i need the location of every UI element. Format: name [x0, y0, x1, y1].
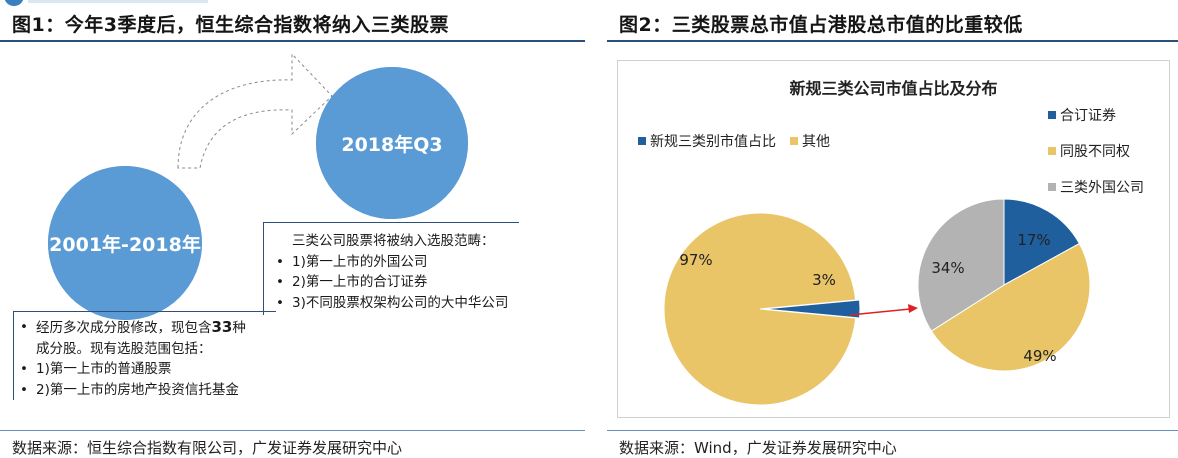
list-item: 1)第一上市的外国公司: [274, 252, 508, 273]
pie-1-slice-new-three-types: [763, 299, 861, 319]
logo-strip: [28, 0, 208, 3]
new-selection-scope-block: 三类公司股票将被纳入选股范畴： 1)第一上市的外国公司 2)第一上市的合订证券 …: [274, 231, 508, 313]
figure-1-source: 数据来源：恒生综合指数有限公司，广发证券发展研究中心: [12, 439, 403, 457]
figure-2-panel: 图2：三类股票总市值占港股总市值的比重较低 新规三类公司市值占比及分布 新规三类…: [607, 0, 1178, 458]
composition-text-cont: 成分股。现有选股范围包括：: [36, 340, 212, 357]
figure-2-source: 数据来源：Wind，广发证券发展研究中心: [619, 439, 897, 457]
legend-label: 合订证券: [1060, 108, 1116, 124]
pie-2-slice-stapled-securities: [1003, 198, 1081, 286]
legend-right-item: 合订证券: [1048, 105, 1116, 125]
list-item: 2)第一上市的房地产投资信托基金: [18, 380, 246, 401]
legend-swatch-blue: [638, 137, 646, 145]
figure-1-panel: 图1：今年3季度后，恒生综合指数将纳入三类股票 2001年-2018年 2018…: [0, 0, 585, 458]
chart-title: 新规三类公司市值占比及分布: [789, 79, 998, 98]
legend-swatch-gray: [1048, 183, 1056, 191]
legend-right-item: 三类外国公司: [1048, 177, 1144, 197]
circle-2001-2018: 2001年-2018年: [48, 166, 202, 320]
composition-text: 经历多次成分股修改，现包含: [36, 320, 212, 336]
legend-swatch-yellow: [1048, 147, 1056, 155]
legend-swatch-yellow: [790, 137, 798, 145]
legend-label: 其他: [802, 134, 830, 150]
pie-1-label-97pct: 97%: [679, 251, 712, 269]
circle-2001-2018-label: 2001年-2018年: [49, 233, 201, 256]
header-logo-strip: [0, 0, 210, 6]
connector-arrow-line: [849, 308, 911, 316]
circle-2018-q3: 2018年Q3: [316, 67, 468, 219]
pie-chart-frame: 新规三类公司市值占比及分布 新规三类别市值占比 其他 合订证券 同股不同权 三类…: [617, 60, 1170, 418]
dashed-curved-arrow-icon: [177, 52, 333, 169]
bracket-2018-q3: [263, 222, 519, 315]
figure-2-source-rule: [607, 430, 1178, 431]
composition-unit: 种: [232, 320, 246, 336]
pie-charts: 3% 97% 17% 49% 34%: [663, 198, 1091, 406]
pie-2-label: 34%: [931, 259, 964, 277]
pie-2-slice-weighted-voting: [930, 242, 1091, 372]
list-item: 1)第一上市的普通股票: [18, 359, 246, 380]
connector-arrow-head-icon: [908, 304, 918, 313]
circle-2018-q3-label: 2018年Q3: [341, 133, 443, 156]
figure-1-title-rule: [0, 40, 585, 42]
legend-label: 同股不同权: [1060, 144, 1130, 160]
pie-1-slice-other: [663, 212, 857, 406]
figure-2-title: 图2：三类股票总市值占港股总市值的比重较低: [619, 14, 1023, 36]
bracket-2001-2018: [13, 311, 276, 400]
figure-2-title-rule: [607, 40, 1178, 42]
pie-1-label-3pct: 3%: [812, 271, 836, 289]
legend-label: 三类外国公司: [1060, 180, 1144, 196]
new-selection-scope-intro: 三类公司股票将被纳入选股范畴：: [292, 233, 495, 249]
constituent-count: 33: [211, 318, 233, 336]
figure-1-title: 图1：今年3季度后，恒生综合指数将纳入三类股票: [12, 14, 449, 36]
pie-2-label: 49%: [1023, 347, 1056, 365]
figure-1-source-rule: [0, 430, 585, 431]
legend-left: 新规三类别市值占比 其他: [638, 131, 830, 151]
legend-label: 新规三类别市值占比: [650, 134, 776, 150]
list-item: 3)不同股票权架构公司的大中华公司: [274, 293, 508, 314]
new-selection-scope-list: 1)第一上市的外国公司 2)第一上市的合订证券 3)不同股票权架构公司的大中华公…: [274, 252, 508, 314]
pie-2-slice-foreign-companies: [917, 198, 1005, 332]
list-item: 2)第一上市的合订证券: [274, 272, 508, 293]
legend-swatch-blue: [1048, 111, 1056, 119]
curved-arrow-graphic: [177, 52, 333, 169]
pie-2-label: 17%: [1017, 231, 1050, 249]
logo-icon: [4, 0, 24, 6]
legend-right-item: 同股不同权: [1048, 141, 1130, 161]
